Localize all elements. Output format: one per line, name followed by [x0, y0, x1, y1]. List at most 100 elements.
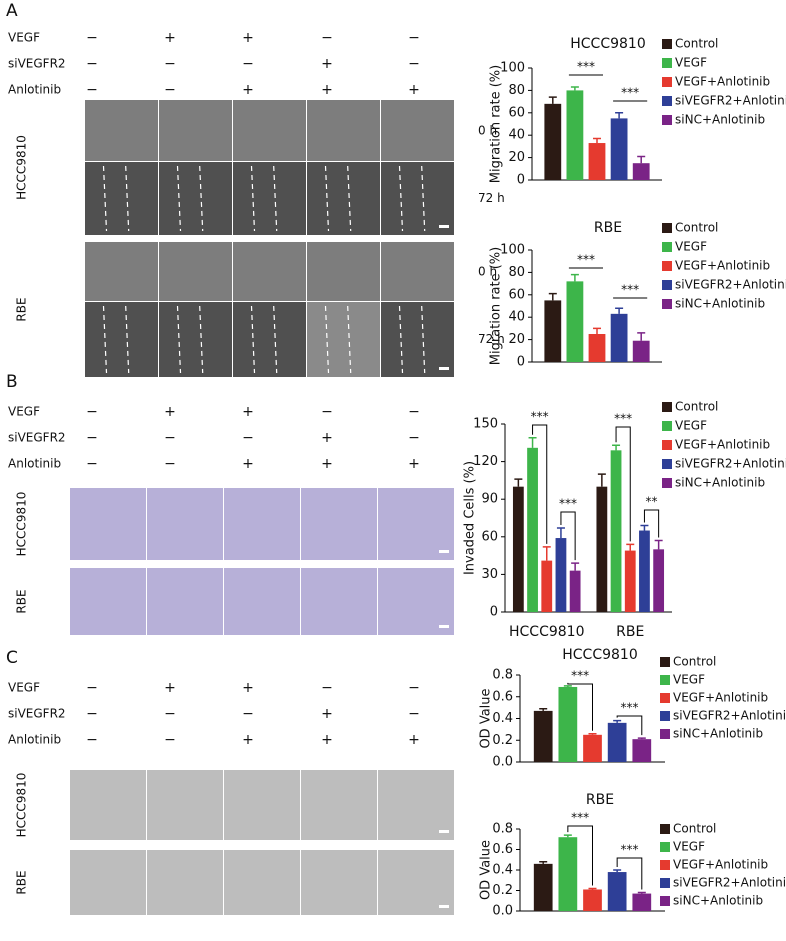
- legend-swatch: [662, 421, 672, 431]
- y-axis-label: OD Value: [479, 840, 494, 900]
- significance-label: ***: [571, 811, 589, 825]
- legend-label: VEGF+Anlotinib: [673, 691, 768, 705]
- legend-label: siVEGFR2+Anlotinib: [675, 278, 786, 292]
- micrograph: [85, 162, 158, 235]
- wound-edge: [347, 305, 352, 374]
- micrograph: [224, 850, 300, 915]
- legend-label: siNC+Anlotinib: [675, 476, 765, 490]
- chart-title: HCCC9810: [562, 647, 637, 663]
- treatment-sign: −: [242, 430, 254, 446]
- y-tick-label: 90: [481, 492, 498, 507]
- bar: [632, 340, 650, 362]
- legend-swatch: [660, 693, 670, 703]
- treatment-sign: −: [164, 430, 176, 446]
- row-label: HCCC9810: [15, 135, 29, 200]
- legend-swatch: [662, 280, 672, 290]
- micrograph: [307, 302, 380, 377]
- treatment-sign: −: [86, 404, 98, 420]
- micrograph: [307, 100, 380, 161]
- y-tick-label: 0.2: [492, 883, 513, 898]
- treatment-sign: +: [242, 30, 254, 46]
- error-bar: [588, 887, 597, 890]
- treatment-sign: +: [242, 732, 254, 748]
- micrograph: [378, 488, 454, 560]
- significance-bracket: [616, 715, 643, 736]
- legend-swatch: [662, 478, 672, 488]
- panel-label: C: [6, 648, 18, 668]
- y-tick-label: 100: [500, 243, 525, 258]
- y-tick-label: 100: [500, 61, 525, 76]
- bar: [541, 560, 553, 612]
- bar: [610, 450, 622, 612]
- error-bar: [588, 732, 597, 735]
- micrograph: [159, 242, 232, 301]
- treatment-sign: −: [408, 404, 420, 420]
- significance-bracket: [616, 857, 643, 890]
- y-tick-label: 0: [517, 173, 525, 188]
- time-label: 72 h: [478, 191, 505, 205]
- error-bar: [548, 292, 557, 301]
- significance-label: ***: [577, 253, 595, 267]
- legend-swatch: [662, 299, 672, 309]
- y-tick-label: 0.0: [492, 755, 513, 770]
- error-bar: [637, 737, 646, 740]
- micrograph: [159, 100, 232, 161]
- y-tick-label: 80: [508, 265, 525, 280]
- treatment-name: Anlotinib: [8, 83, 61, 97]
- error-bar: [570, 86, 579, 91]
- y-tick-label: 0: [490, 605, 498, 620]
- micrograph: [381, 242, 454, 301]
- y-tick-label: 80: [508, 83, 525, 98]
- treatment-sign: +: [164, 30, 176, 46]
- legend-swatch: [662, 459, 672, 469]
- wound-edge: [347, 165, 352, 232]
- error-bar: [528, 437, 537, 448]
- legend-label: Control: [675, 400, 718, 414]
- micrograph: [85, 302, 158, 377]
- wound-edge: [324, 165, 330, 232]
- y-tick-label: 60: [508, 105, 525, 120]
- wound-edge: [176, 165, 182, 232]
- bar: [610, 313, 628, 362]
- scale-bar: [439, 625, 449, 628]
- y-tick-label: 0.0: [492, 904, 513, 919]
- micrograph: [301, 850, 377, 915]
- bar: [558, 837, 578, 911]
- micrograph: [301, 770, 377, 840]
- micrograph: [85, 100, 158, 161]
- significance-bracket: [560, 511, 576, 561]
- error-bar: [556, 527, 565, 539]
- treatment-sign: +: [164, 404, 176, 420]
- legend-label: VEGF: [675, 240, 707, 254]
- legend-swatch: [662, 440, 672, 450]
- treatment-sign: −: [164, 82, 176, 98]
- legend-label: siVEGFR2+Anlotinib: [673, 709, 786, 723]
- significance-label: ***: [559, 497, 577, 511]
- legend-swatch: [660, 842, 670, 852]
- treatment-name: siVEGFR2: [8, 707, 66, 721]
- micrograph: [224, 488, 300, 560]
- legend-swatch: [662, 242, 672, 252]
- treatment-sign: −: [408, 56, 420, 72]
- chart-title: HCCC9810: [570, 36, 645, 52]
- bar: [544, 300, 562, 362]
- micrograph: [301, 488, 377, 560]
- bar: [555, 538, 567, 612]
- micrograph: [381, 162, 454, 235]
- treatment-sign: +: [242, 404, 254, 420]
- treatment-sign: −: [86, 30, 98, 46]
- significance-bracket: [643, 509, 660, 538]
- bar: [512, 486, 524, 612]
- wound-edge: [421, 305, 426, 374]
- error-bar: [548, 96, 557, 104]
- micrograph: [381, 100, 454, 161]
- y-tick-label: 40: [508, 128, 525, 143]
- legend-swatch: [660, 860, 670, 870]
- treatment-sign: +: [242, 82, 254, 98]
- legend-swatch: [660, 657, 670, 667]
- legend-swatch: [660, 824, 670, 834]
- bar: [632, 163, 650, 180]
- treatment-sign: −: [86, 706, 98, 722]
- micrograph: [147, 568, 223, 635]
